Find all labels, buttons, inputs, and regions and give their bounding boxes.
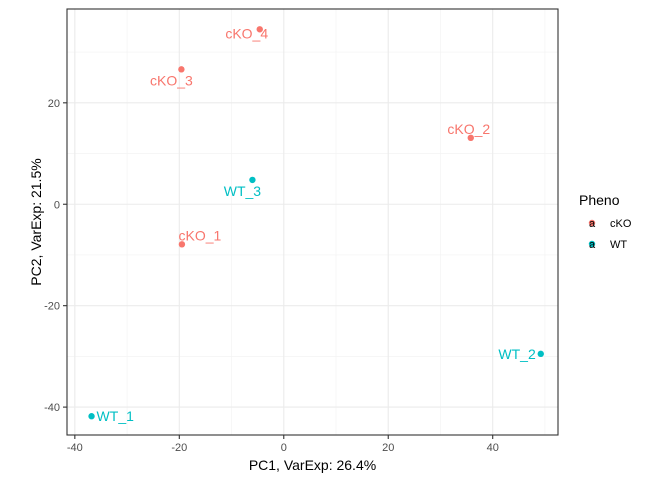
x-tick-label: -20 [171,442,187,454]
data-point-cko-1 [178,241,186,248]
legend-title: Pheno [579,192,620,208]
legend-items: a cKO a WT [588,218,632,251]
legend-label-wt: WT [610,239,627,251]
point-label-cko-3: cKO_3 [150,72,193,88]
legend-key-glyph-cko: a [589,218,596,230]
y-tick-label: -20 [44,301,60,313]
x-tick-label: 0 [281,442,287,454]
legend-key-wt [588,240,596,248]
point-label-cko-1: cKO_1 [179,227,222,243]
point-label-wt-1: WT_1 [97,408,135,424]
x-tick-label: -40 [67,442,83,454]
legend: Pheno a cKO a WT [579,192,632,251]
legend-key-glyph-wt: a [589,239,596,251]
grid-major [67,9,558,435]
y-tick-label: 20 [48,98,60,110]
legend-key-cko [588,219,596,227]
point-label-cko-2: cKO_2 [447,121,490,137]
point-label-cko-4: cKO_4 [225,25,268,41]
data-point-cko-4 [256,26,263,33]
x-tick-label: 40 [487,442,499,454]
x-axis-title: PC1, VarExp: 26.4% [249,457,376,473]
legend-label-cko: cKO [610,218,632,230]
x-tick-label: 20 [382,442,394,454]
y-axis-ticks: -40 -20 0 20 [44,98,67,414]
data-point-cko-3 [178,66,185,73]
grid-minor [67,9,558,435]
y-tick-label: 0 [54,199,60,211]
data-point-wt-2 [537,350,544,358]
point-label-wt-3: WT_3 [224,183,262,199]
point-labels: cKO_1 cKO_2 cKO_3 cKO_4 WT_1 WT_2 WT_3 [97,25,536,424]
data-point-wt-3 [249,176,256,184]
y-axis-title: PC2, VarExp: 21.5% [28,158,44,285]
y-tick-label: -40 [44,402,60,414]
x-axis-ticks: -40 -20 0 20 40 [67,435,499,454]
data-point-cko-2 [467,134,474,142]
data-point-wt-1 [88,413,95,420]
panel-border [66,8,559,436]
point-label-wt-2: WT_2 [498,346,536,362]
data-points [88,26,544,420]
